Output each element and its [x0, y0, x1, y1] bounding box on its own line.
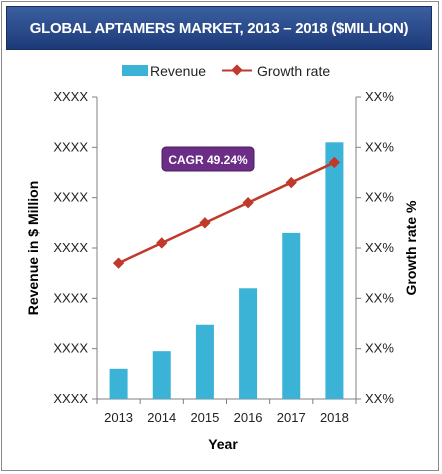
legend-revenue-swatch	[122, 65, 148, 76]
y2-tick-label: XX%	[365, 240, 394, 255]
revenue-bar	[109, 368, 128, 399]
revenue-bar	[152, 351, 171, 399]
y2-axis-title: Growth rate %	[403, 200, 419, 295]
x-tick-label: 2017	[277, 410, 306, 425]
legend-growth-marker	[231, 64, 243, 76]
x-tick-label: 2015	[190, 410, 219, 425]
y-axis-title: Revenue in $ Million	[25, 181, 41, 316]
x-tick-label: 2018	[320, 410, 349, 425]
chart-title: GLOBAL APTAMERS MARKET, 2013 – 2018 ($MI…	[29, 19, 409, 37]
growth-rate-line	[118, 161, 335, 265]
y-tick-label: XXXX	[53, 139, 88, 154]
x-tick-label: 2013	[104, 410, 133, 425]
cagr-annotation: CAGR 49.24%	[161, 146, 255, 172]
y-tick-label: XXXX	[53, 190, 88, 205]
growth-rate-point	[285, 176, 297, 189]
revenue-bar	[195, 324, 214, 399]
legend-growth-label: Growth rate	[257, 63, 330, 79]
growth-rate-point	[328, 156, 341, 169]
revenue-bar	[325, 142, 344, 400]
y-tick-label: XXXX	[53, 290, 88, 305]
y-tick-label: XXXX	[53, 341, 88, 356]
y-tick-label: XXXX	[53, 240, 88, 255]
y2-tick-label: XX%	[365, 139, 394, 154]
legend-revenue-label: Revenue	[150, 63, 206, 79]
x-tick-label: 2014	[147, 410, 176, 425]
y2-tick-label: XX%	[365, 391, 394, 406]
cagr-badge	[161, 146, 255, 172]
revenue-bar	[282, 232, 301, 399]
y-tick-label: XXXX	[53, 391, 88, 406]
revenue-bar	[239, 288, 258, 399]
legend: Revenue Growth rate	[122, 63, 330, 79]
growth-rate-point	[242, 197, 254, 209]
y2-tick-label: XX%	[365, 290, 394, 305]
bars	[109, 142, 344, 400]
growth-rate-point	[112, 257, 125, 269]
x-tick-label: 2016	[234, 410, 263, 425]
y2-tick-label: XX%	[365, 341, 394, 356]
growth-rate-point	[156, 237, 168, 249]
title-bar: GLOBAL APTAMERS MARKET, 2013 – 2018 ($MI…	[6, 6, 432, 50]
growth-rate-point	[199, 217, 211, 229]
y-tick-label: XXXX	[53, 89, 88, 104]
axes: XXXX XXXX XXXX XXXX XXXX XXXX XXXX XX% XX% XX% XX%…	[53, 89, 394, 425]
y2-tick-label: XX%	[365, 89, 394, 104]
y2-tick-label: XX%	[365, 190, 394, 205]
growth-line-series	[112, 156, 341, 269]
cagr-text: CAGR 49.24%	[168, 153, 248, 167]
x-axis-title: Year	[208, 436, 238, 452]
